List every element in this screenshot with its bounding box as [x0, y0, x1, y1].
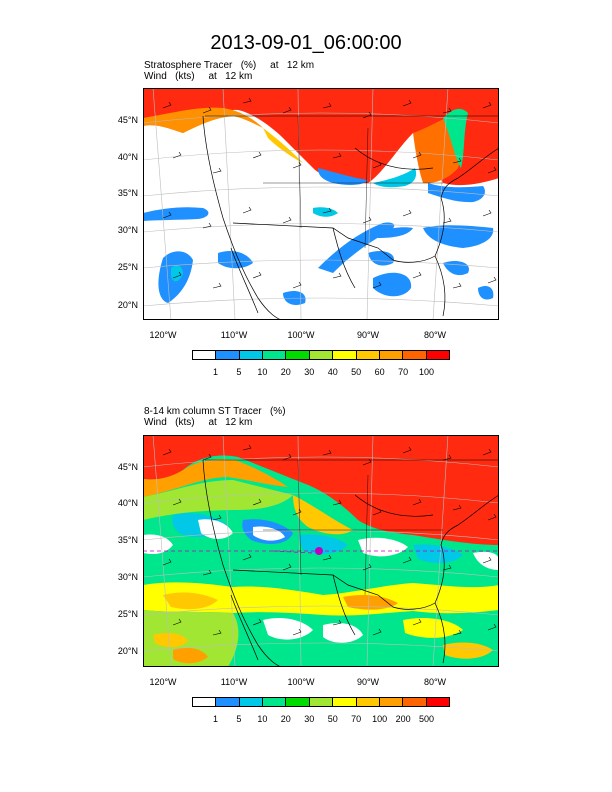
- colorbar-swatch: [239, 698, 264, 706]
- figure-title: 2013-09-01_06:00:00: [210, 32, 402, 54]
- panel2-map: [143, 435, 499, 667]
- colorbar-label: 5: [236, 367, 242, 377]
- panel1-map: [143, 88, 499, 320]
- colorbar-swatch: [286, 351, 310, 359]
- panel1-label-tracer: Stratosphere Tracer (%) at 12 km: [144, 60, 315, 71]
- panel2-lat-label: 20°N: [117, 646, 138, 656]
- colorbar-label: 40: [327, 367, 338, 377]
- panel1-lon-label: 110°W: [220, 330, 248, 340]
- colorbar-label: 50: [327, 714, 338, 724]
- panel2-lat-label: 40°N: [117, 498, 138, 508]
- colorbar-swatch: [263, 698, 287, 706]
- panel2-lon-label: 120°W: [149, 677, 177, 687]
- colorbar-swatch: [309, 698, 334, 706]
- panel1-lat-label: 35°N: [117, 188, 138, 198]
- panel1-lon-label: 100°W: [287, 330, 315, 340]
- panel1-label-wind: Wind (kts) at 12 km: [144, 71, 253, 82]
- colorbar-label: 100: [419, 367, 435, 377]
- panel2-lat-label: 45°N: [117, 462, 138, 472]
- colorbar-swatch: [193, 351, 217, 359]
- colorbar-swatch: [333, 698, 357, 706]
- panel1-colorbar: [192, 350, 450, 360]
- colorbar-swatch: [333, 351, 357, 359]
- colorbar-label: 20: [280, 714, 291, 724]
- panel2-colorbar: [192, 697, 450, 707]
- colorbar-label: 70: [351, 714, 362, 724]
- colorbar-label: 200: [395, 714, 411, 724]
- panel1-lon-label: 80°W: [423, 330, 447, 340]
- colorbar-swatch: [356, 351, 380, 359]
- colorbar-swatch: [216, 351, 240, 359]
- panel2-lat-label: 30°N: [117, 572, 138, 582]
- colorbar-swatch: [356, 698, 380, 706]
- panel1-lat-label: 45°N: [117, 115, 138, 125]
- colorbar-swatch: [239, 351, 264, 359]
- panel2-lat-label: 25°N: [117, 609, 138, 619]
- colorbar-swatch: [379, 698, 404, 706]
- colorbar-label: 30: [304, 367, 315, 377]
- colorbar-swatch: [193, 698, 217, 706]
- panel2-label-wind: Wind (kts) at 12 km: [144, 417, 253, 428]
- colorbar-label: 70: [398, 367, 409, 377]
- panel1-lat-label: 40°N: [117, 152, 138, 162]
- colorbar-label: 30: [304, 714, 315, 724]
- colorbar-label: 500: [419, 714, 435, 724]
- panel1-lon-label: 90°W: [356, 330, 380, 340]
- colorbar-swatch: [426, 698, 449, 706]
- panel2-lon-label: 110°W: [220, 677, 248, 687]
- colorbar-swatch: [286, 698, 310, 706]
- colorbar-label: 5: [236, 714, 242, 724]
- panel1-lat-label: 20°N: [117, 300, 138, 310]
- colorbar-label: 20: [280, 367, 291, 377]
- panel2-lon-label: 90°W: [356, 677, 380, 687]
- colorbar-label: 100: [372, 714, 388, 724]
- panel1-lon-label: 120°W: [149, 330, 177, 340]
- panel2-lon-label: 80°W: [423, 677, 447, 687]
- colorbar-label: 1: [212, 714, 218, 724]
- colorbar-label: 10: [257, 714, 268, 724]
- colorbar-swatch: [379, 351, 404, 359]
- colorbar-swatch: [216, 698, 240, 706]
- panel2-label-tracer: 8-14 km column ST Tracer (%): [144, 406, 286, 417]
- colorbar-swatch: [426, 351, 449, 359]
- colorbar-swatch: [403, 698, 427, 706]
- colorbar-label: 10: [257, 367, 268, 377]
- colorbar-label: 1: [212, 367, 218, 377]
- colorbar-swatch: [403, 351, 427, 359]
- panel2-lon-label: 100°W: [287, 677, 315, 687]
- panel1-lat-label: 30°N: [117, 225, 138, 235]
- panel2-lat-label: 35°N: [117, 535, 138, 545]
- colorbar-label: 50: [351, 367, 362, 377]
- panel1-lat-label: 25°N: [117, 262, 138, 272]
- colorbar-swatch: [309, 351, 334, 359]
- colorbar-swatch: [263, 351, 287, 359]
- colorbar-label: 60: [374, 367, 385, 377]
